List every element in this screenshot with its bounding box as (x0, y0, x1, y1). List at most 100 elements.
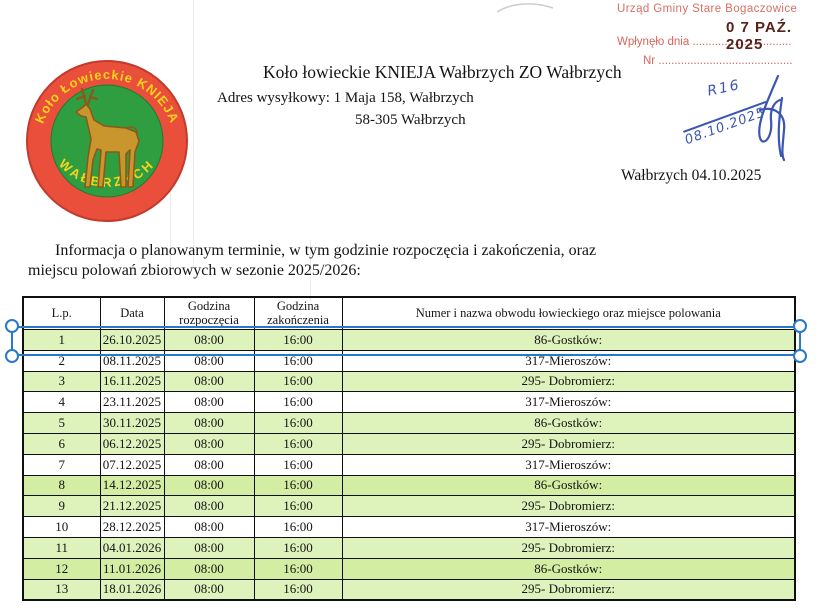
cell-end-time: 16:00 (253, 557, 343, 580)
cell-start-time: 08:00 (163, 453, 255, 476)
table-row: 11 04.01.2026 08:00 16:00 295- Dobromierz: (22, 536, 796, 559)
cell-area: 317-Mieroszów: (341, 391, 796, 414)
document-title: Koło łowieckie KNIEJA Wałbrzych ZO Wałbr… (263, 62, 622, 82)
table-row: 10 28.12.2025 08:00 16:00 317-Mieroszów: (22, 516, 796, 538)
stamp-received-dots: ............................... (692, 36, 792, 48)
intro-line-1: Informacja o planowanym terminie, w tym … (55, 242, 597, 259)
cell-date: 08.11.2025 (99, 349, 165, 372)
stamp-nr-label: Nr (643, 55, 656, 67)
intro-paragraph: Informacja o planowanym terminie, w tym … (28, 241, 800, 280)
table-row: 13 18.01.2026 08:00 16:00 295- Dobromierz: (22, 578, 796, 601)
cell-end-time: 16:00 (253, 578, 343, 601)
cell-area: 295- Dobromierz: (341, 370, 796, 393)
selection-handle-bottom-left[interactable] (5, 349, 19, 363)
cell-lp: 4 (22, 391, 101, 414)
col-header-area: Numer i nazwa obwodu łowieckiego oraz mi… (341, 296, 796, 330)
cell-start-time: 08:00 (163, 391, 255, 414)
stamp-office-name: Urząd Gminy Stare Bogaczowice (617, 3, 798, 15)
cell-end-time: 16:00 (253, 516, 343, 538)
cell-lp: 2 (22, 349, 101, 372)
cell-date: 21.12.2025 (99, 495, 165, 518)
cell-date: 06.12.2025 (99, 432, 165, 455)
cell-start-time: 08:00 (163, 329, 255, 351)
scan-artifact-line (310, 240, 311, 302)
club-emblem-logo: Koło Łowieckie KNIEJA WAŁBRZYCH (26, 60, 188, 222)
col-header-start-time: Godzina rozpoczęcia (163, 296, 255, 330)
hunting-schedule-table: L.p. Data Godzina rozpoczęcia Godzina za… (22, 296, 796, 602)
cell-lp: 3 (22, 370, 101, 393)
cell-end-time: 16:00 (253, 391, 343, 414)
handwritten-signature (758, 74, 786, 162)
cell-area: 86-Gostków: (341, 557, 796, 580)
cell-date: 23.11.2025 (99, 391, 165, 414)
scan-artifact-curve (496, 3, 554, 13)
cell-area: 86-Gostków: (341, 474, 796, 497)
cell-start-time: 08:00 (163, 432, 255, 455)
table-row: 4 23.11.2025 08:00 16:00 317-Mieroszów: (22, 391, 796, 414)
cell-start-time: 08:00 (163, 495, 255, 518)
cell-date: 16.11.2025 (99, 370, 165, 393)
selection-handle-bottom-right[interactable] (793, 349, 807, 363)
cell-start-time: 08:00 (163, 578, 255, 601)
stamp-nr-dots: ........................................… (658, 55, 793, 67)
table-row: 9 21.12.2025 08:00 16:00 295- Dobromierz: (22, 495, 796, 518)
cell-end-time: 16:00 (253, 329, 343, 351)
cell-date: 14.12.2025 (99, 474, 165, 497)
cell-start-time: 08:00 (163, 536, 255, 559)
cell-date: 30.11.2025 (99, 412, 165, 434)
cell-lp: 11 (22, 536, 101, 559)
deer-icon (75, 87, 140, 188)
address-line: Adres wysyłkowy: 1 Maja 158, Wałbrzych (217, 90, 474, 106)
cell-date: 04.01.2026 (99, 536, 165, 559)
cell-start-time: 08:00 (163, 370, 255, 393)
table-header-row: L.p. Data Godzina rozpoczęcia Godzina za… (22, 296, 796, 330)
cell-start-time: 08:00 (163, 349, 255, 372)
col-header-end-time: Godzina zakończenia (253, 296, 343, 330)
cell-area: 86-Gostków: (341, 412, 796, 434)
cell-area: 295- Dobromierz: (341, 536, 796, 559)
cell-area: 317-Mieroszów: (341, 349, 796, 372)
postal-line: 58-305 Wałbrzych (355, 112, 466, 128)
table-row: 7 07.12.2025 08:00 16:00 317-Mieroszów: (22, 453, 796, 476)
schedule-body: 1 26.10.2025 08:00 16:00 86-Gostków: 2 08.11.2… (22, 329, 796, 601)
cell-lp: 1 (22, 329, 101, 351)
selection-handle-top-left[interactable] (5, 319, 19, 333)
cell-start-time: 08:00 (163, 474, 255, 497)
cell-end-time: 16:00 (253, 495, 343, 518)
cell-area: 295- Dobromierz: (341, 432, 796, 455)
cell-end-time: 16:00 (253, 474, 343, 497)
cell-date: 07.12.2025 (99, 453, 165, 476)
cell-lp: 13 (22, 578, 101, 601)
cell-end-time: 16:00 (253, 536, 343, 559)
scan-artifact-line (193, 0, 194, 268)
selection-handle-top-right[interactable] (793, 319, 807, 333)
cell-end-time: 16:00 (253, 412, 343, 434)
col-header-date: Data (99, 296, 165, 330)
cell-end-time: 16:00 (253, 349, 343, 372)
table-row: 12 11.01.2026 08:00 16:00 86-Gostków: (22, 557, 796, 580)
table-row: 1 26.10.2025 08:00 16:00 86-Gostków: (22, 329, 796, 351)
cell-date: 11.01.2026 (99, 557, 165, 580)
cell-end-time: 16:00 (253, 370, 343, 393)
stamp-nr-line: Nr .....................................… (643, 55, 833, 67)
cell-date: 18.01.2026 (99, 578, 165, 601)
table-row: 3 16.11.2025 08:00 16:00 295- Dobromierz: (22, 370, 796, 393)
cell-end-time: 16:00 (253, 453, 343, 476)
scan-artifact-line (170, 130, 171, 270)
col-header-lp: L.p. (22, 296, 101, 330)
cell-date: 26.10.2025 (99, 329, 165, 351)
place-and-date: Wałbrzych 04.10.2025 (621, 167, 762, 184)
cell-lp: 7 (22, 453, 101, 476)
table-row: 8 14.12.2025 08:00 16:00 86-Gostków: (22, 474, 796, 497)
intro-line-2: miejscu polowań zbiorowych w sezonie 202… (28, 261, 361, 279)
cell-area: 295- Dobromierz: (341, 578, 796, 601)
stamp-received-line: Wpłynęło dnia ..........................… (617, 36, 833, 48)
cell-lp: 5 (22, 412, 101, 434)
handwritten-reference: R16 (706, 77, 743, 100)
table-row: 5 30.11.2025 08:00 16:00 86-Gostków: (22, 412, 796, 434)
cell-area: 317-Mieroszów: (341, 516, 796, 538)
cell-lp: 9 (22, 495, 101, 518)
cell-lp: 8 (22, 474, 101, 497)
stamp-date: 0 7 PAŹ. 2025 (726, 19, 793, 53)
